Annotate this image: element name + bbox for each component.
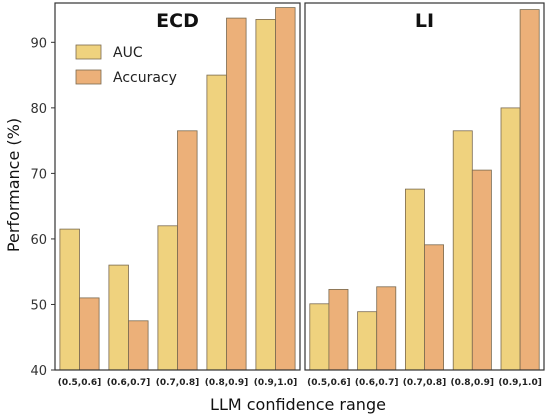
y-tick-label: 90	[30, 36, 47, 51]
legend-label-accuracy: Accuracy	[113, 70, 177, 86]
bar-li-accuracy-4	[519, 9, 540, 371]
bar-li-auc-1	[357, 311, 378, 371]
x-tick-label: (0.7,0.8]	[403, 378, 447, 388]
panel-title: LI	[415, 10, 434, 32]
x-tick-label: (0.5,0.6]	[307, 378, 351, 388]
bar-li-accuracy-2	[424, 244, 445, 371]
bar-li-accuracy-1	[376, 286, 397, 371]
panels: (0.5,0.6] (0.6,0.7] (0.7,0.8] (0.8,0.9] (0.9…	[54, 2, 545, 388]
panel-title: ECD	[156, 10, 199, 32]
y-axis-ticks: 40 50 60 70 80 90	[30, 36, 55, 379]
y-tick-label: 70	[30, 167, 47, 182]
legend-swatch-accuracy	[75, 69, 102, 85]
panel-frame	[54, 2, 301, 371]
bar-ecd-auc-3	[206, 74, 227, 371]
x-tick-label: (0.8,0.9]	[205, 378, 249, 388]
x-tick-label: (0.7,0.8]	[156, 378, 200, 388]
x-tick-label: (0.6,0.7]	[107, 378, 151, 388]
bar-ecd-accuracy-3	[226, 17, 247, 371]
y-tick-label: 60	[30, 233, 47, 248]
bar-ecd-accuracy-2	[177, 130, 198, 371]
bar-ecd-accuracy-1	[128, 320, 149, 371]
legend-swatch-auc	[75, 44, 102, 60]
y-tick-label: 40	[30, 364, 47, 379]
bar-ecd-auc-0	[59, 228, 80, 371]
bar-li-auc-3	[452, 130, 473, 371]
legend-label-auc: AUC	[113, 45, 143, 61]
bar-li-auc-4	[500, 107, 521, 371]
x-tick-label: (0.9,1.0]	[498, 378, 542, 388]
bar-li-accuracy-3	[471, 169, 492, 371]
x-tick-label: (0.5,0.6]	[58, 378, 102, 388]
y-tick-label: 80	[30, 102, 47, 117]
bar-li-auc-2	[404, 188, 425, 371]
bar-ecd-auc-1	[108, 264, 129, 371]
panel-ecd: (0.5,0.6] (0.6,0.7] (0.7,0.8] (0.8,0.9] (0.9…	[54, 2, 301, 388]
bar-li-auc-0	[309, 303, 330, 371]
x-tick-label: (0.8,0.9]	[451, 378, 495, 388]
bar-li-accuracy-0	[328, 288, 349, 371]
bar-ecd-auc-4	[255, 18, 276, 371]
x-tick-label: (0.6,0.7]	[355, 378, 399, 388]
bar-ecd-auc-2	[157, 225, 178, 371]
x-axis-title: LLM confidence range	[210, 395, 386, 414]
panel-li: (0.5,0.6] (0.6,0.7] (0.7,0.8] (0.8,0.9] (0.9…	[304, 2, 545, 388]
legend: AUC Accuracy	[75, 44, 177, 86]
panel-frame	[304, 2, 545, 371]
x-tick-label: (0.9,1.0]	[254, 378, 298, 388]
y-tick-label: 50	[30, 299, 47, 314]
y-axis-title: Performance (%)	[4, 118, 23, 252]
bar-ecd-accuracy-4	[275, 7, 296, 371]
bar-ecd-accuracy-0	[79, 297, 100, 371]
